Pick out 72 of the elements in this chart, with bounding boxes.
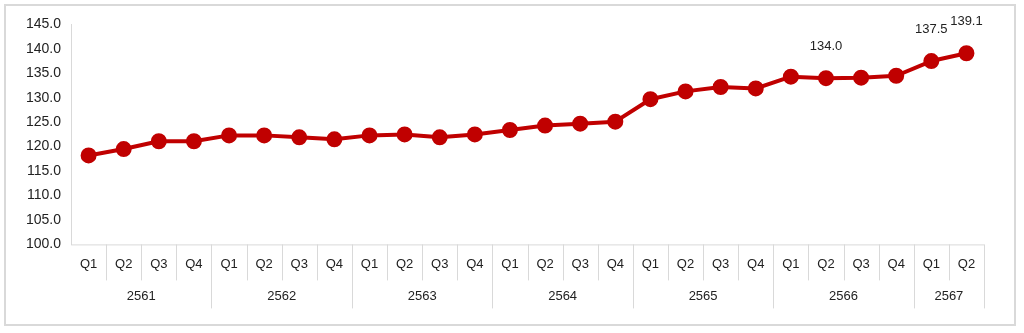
y-tick-label: 100.0 [25, 235, 62, 252]
x-tick-label: Q1 [782, 255, 800, 271]
x-tick-label: Q3 [431, 255, 449, 271]
x-tick-label: Q2 [676, 255, 695, 271]
point [712, 78, 729, 95]
y-tick-label: 135.0 [25, 64, 62, 81]
point [923, 53, 940, 70]
x-tick-label: Q2 [957, 255, 976, 271]
point [782, 68, 799, 85]
y-tick-label: 125.0 [25, 113, 62, 130]
point [431, 129, 448, 146]
x-tick-label: Q2 [536, 255, 554, 271]
x-tick-label: Q2 [817, 255, 835, 271]
y-tick-label: 110.0 [27, 186, 62, 203]
x-tick-label: Q3 [150, 255, 168, 271]
x-tick-label: Q2 [255, 255, 273, 271]
y-tick-label: 130.0 [25, 88, 62, 105]
point [326, 131, 343, 148]
x-tick-label: Q1 [220, 255, 238, 271]
point [185, 133, 202, 150]
point [361, 127, 378, 144]
point [80, 147, 97, 164]
x-tick-label: Q4 [887, 255, 905, 271]
point [853, 69, 870, 86]
text: 2567 [934, 287, 964, 303]
point [677, 83, 694, 100]
point [642, 91, 659, 108]
x-tick-label: Q3 [571, 255, 589, 271]
point [607, 113, 624, 130]
point [537, 117, 554, 134]
x-tick-label: Q4 [606, 255, 624, 271]
point [466, 126, 483, 143]
point [888, 67, 905, 84]
point [115, 141, 132, 158]
data-label: 139.1 [950, 12, 983, 28]
x-tick-label: Q3 [711, 255, 730, 271]
x-tick-label: Q3 [852, 255, 870, 271]
point [396, 126, 413, 143]
x-tick-label: Q3 [290, 255, 308, 271]
y-tick-label: 145.0 [25, 15, 62, 32]
y-tick-label: 120.0 [25, 137, 62, 154]
point [501, 122, 518, 138]
data-label: 134.0 [809, 37, 843, 53]
data-label: 137.5 [915, 20, 948, 36]
x-tick-label: Q4 [747, 255, 765, 271]
text: 2563 [407, 287, 437, 303]
point [150, 133, 167, 150]
text: 2564 [548, 287, 578, 303]
x-tick-label: Q1 [922, 255, 940, 271]
text: 2561 [126, 287, 156, 303]
x-tick-label: Q4 [185, 255, 203, 271]
text: 2566 [829, 287, 858, 303]
x-tick-label: Q2 [395, 255, 414, 271]
y-tick-label: 115.0 [27, 161, 62, 178]
point [291, 129, 308, 146]
point [958, 45, 975, 62]
y-tick-label: 105.0 [25, 210, 62, 227]
x-tick-label: Q4 [466, 255, 484, 271]
text: 2565 [688, 287, 718, 303]
x-tick-label: Q1 [641, 255, 660, 271]
point [747, 80, 764, 97]
y-tick-label: 140.0 [25, 39, 62, 56]
x-tick-label: Q2 [115, 255, 133, 271]
x-tick-label: Q1 [79, 255, 98, 271]
x-tick-label: Q4 [325, 255, 344, 271]
point [256, 127, 273, 144]
point [817, 70, 834, 87]
text: 2562 [267, 287, 297, 303]
x-tick-label: Q1 [501, 255, 519, 271]
x-tick-label: Q1 [360, 255, 379, 271]
point [572, 115, 589, 132]
point [221, 127, 238, 144]
